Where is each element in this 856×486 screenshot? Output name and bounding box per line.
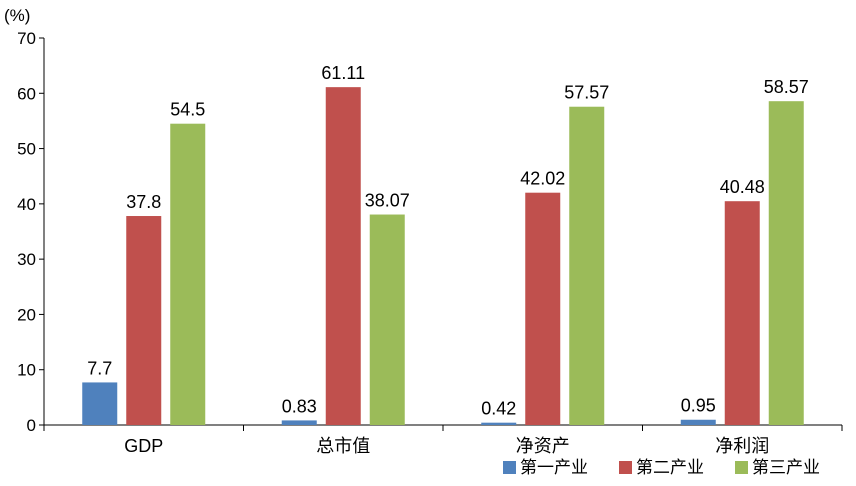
bar [768,101,804,425]
data-labels: 7.7 37.8 54.5 0.83 61.11 38.07 0.42 42.02 57.57 0… [87,63,809,419]
data-label: 37.8 [126,192,161,212]
x-category-label: 净利润 [715,436,769,456]
y-tick-label: 60 [17,84,36,103]
bars [82,87,804,426]
bar [569,106,605,425]
data-label: 7.7 [87,358,112,378]
data-label: 57.57 [564,83,609,103]
bar [82,382,118,425]
y-tick-label: 10 [17,361,36,380]
axes: 0 10 20 30 40 50 60 70 GDP 总市值 净资产 净利润 [17,29,843,456]
y-axis-unit-label: (%) [4,6,30,25]
y-tick-label: 40 [17,195,36,214]
data-label: 61.11 [321,63,365,83]
data-label: 0.95 [681,396,716,416]
y-tick-label: 70 [17,29,36,48]
legend-swatch [735,461,748,474]
legend-label: 第三产业 [752,458,820,477]
bar [325,87,361,426]
legend-label: 第二产业 [636,458,704,477]
legend-swatch [503,461,516,474]
bar [481,422,517,425]
bar [680,419,716,425]
y-tick-label: 50 [17,140,36,159]
bar [724,201,760,425]
legend-swatch [619,461,632,474]
bar [369,214,405,425]
y-tick-label: 20 [17,305,36,324]
data-label: 42.02 [520,169,565,189]
y-tick-label: 0 [27,416,36,435]
x-category-label: 净资产 [516,436,570,456]
x-category-label: 总市值 [316,436,370,456]
bar [126,216,162,425]
data-label: 54.5 [170,100,205,120]
legend: 第一产业 第二产业 第三产业 [503,458,820,477]
data-label: 38.07 [365,191,410,211]
data-label: 0.42 [481,399,516,419]
data-label: 40.48 [720,177,765,197]
data-label: 58.57 [764,77,809,97]
x-category-label: GDP [124,436,163,456]
bar [525,192,561,425]
bar [170,123,206,425]
y-tick-label: 30 [17,250,36,269]
data-label: 0.83 [282,396,317,416]
legend-label: 第一产业 [520,458,588,477]
bar [281,420,317,425]
